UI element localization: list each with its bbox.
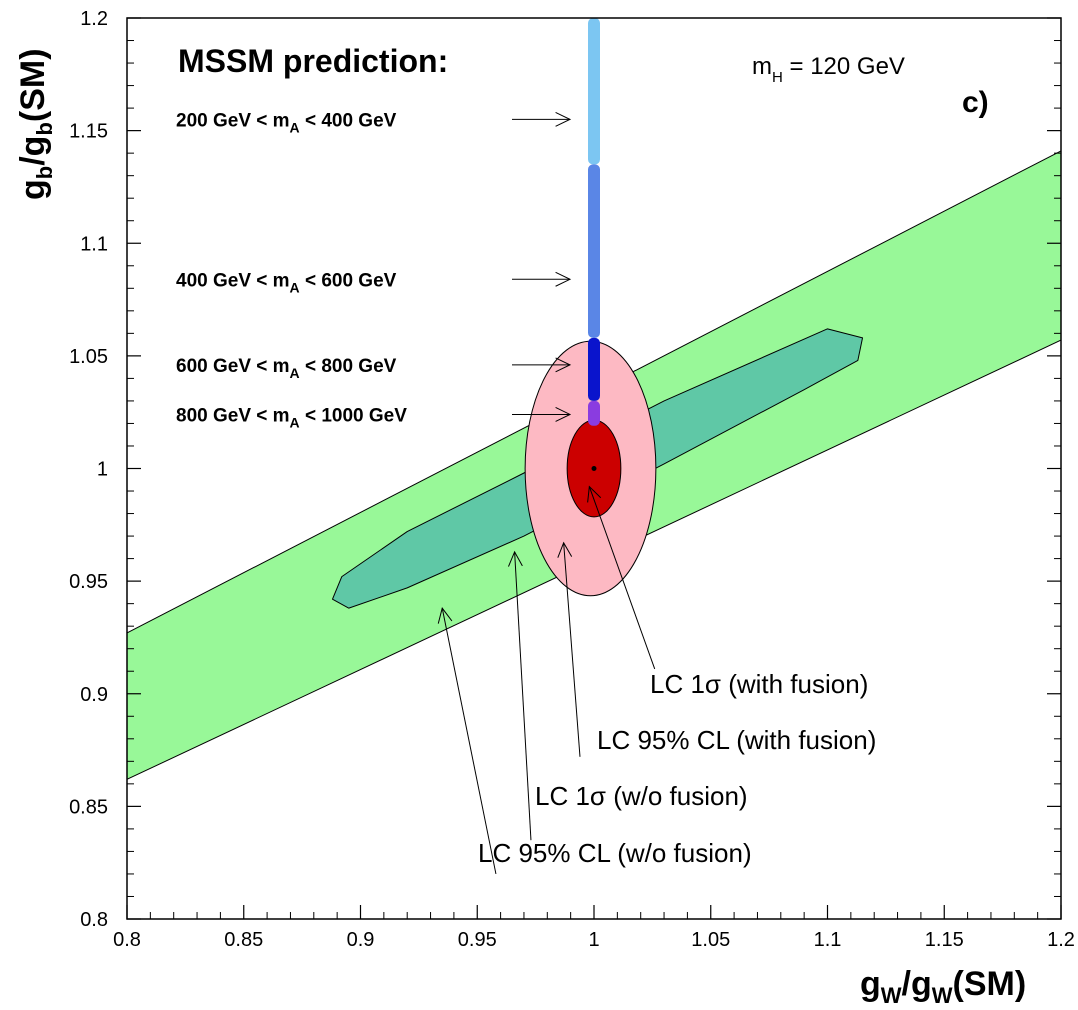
mssm-prediction-bands [588,18,600,426]
y-tick-label: 1.2 [80,8,108,30]
mass-range-labels: 200 GeV < mA < 400 GeV 400 GeV < mA < 600… [176,110,407,430]
confidence-regions [127,150,1061,780]
y-tick-label: 0.8 [80,909,108,931]
x-tick-label: 1 [588,929,599,951]
mass-range-label-2: 600 GeV < mA < 800 GeV [176,356,397,381]
x-tick-label: 0.8 [113,929,141,951]
contour-arrow-2 [508,550,532,841]
higgs-mass-label: mH = 120 GeV [752,53,905,86]
annotation-arrows [437,111,656,875]
contour-arrow-3 [437,607,497,875]
mass-range-label-0: 200 GeV < mA < 400 GeV [176,110,397,135]
x-axis-title: gW/gW(SM) [860,965,1026,1008]
x-tick-label: 0.95 [458,929,497,951]
y-tick-label: 1.15 [69,121,108,143]
x-tick-label: 0.9 [347,929,375,951]
y-tick-label: 0.95 [69,571,108,593]
contour-label-1: LC 95% CL (with fusion) [597,725,876,755]
contour-label-2: LC 1σ (w/o fusion) [535,781,748,811]
contour-arrow-1 [557,541,581,757]
contour-label-0: LC 1σ (with fusion) [650,669,868,699]
x-tick-label: 1.05 [691,929,730,951]
mass-range-label-1: 400 GeV < mA < 600 GeV [176,270,397,295]
panel-label: c) [962,86,989,119]
contour-label-3: LC 95% CL (w/o fusion) [478,838,752,868]
mass-range-arrow-2 [512,357,572,373]
x-tick-label: 0.85 [224,929,263,951]
x-tick-label: 1.2 [1047,929,1075,951]
axis-ticks: 0.8 0.85 0.9 0.95 1 1.05 1.1 1.15 1.2 0.8 0.85 0.9 0… [69,8,1075,951]
y-tick-label: 0.9 [80,684,108,706]
y-axis-title: gb/gb(SM) [14,48,57,200]
y-tick-label: 1.05 [69,346,108,368]
x-tick-label: 1.15 [925,929,964,951]
y-tick-label: 1 [97,459,108,481]
mssm-band-2 [588,337,600,401]
mssm-band-3 [588,400,600,426]
mssm-band-1 [588,164,600,338]
contour-arrow-0 [587,485,656,670]
y-tick-label: 0.85 [69,796,108,818]
mssm-band-0 [588,18,600,165]
mass-range-arrow-1 [512,271,572,287]
mass-range-arrow-0 [512,111,572,127]
x-tick-label: 1.1 [814,929,842,951]
sm-point [591,466,597,471]
mass-range-arrow-3 [512,407,572,422]
mass-range-label-3: 800 GeV < mA < 1000 GeV [176,405,407,430]
mssm-title: MSSM prediction: [178,43,448,79]
contour-labels: LC 1σ (with fusion) LC 95% CL (with fusio… [478,669,876,868]
y-tick-label: 1.1 [80,233,108,255]
